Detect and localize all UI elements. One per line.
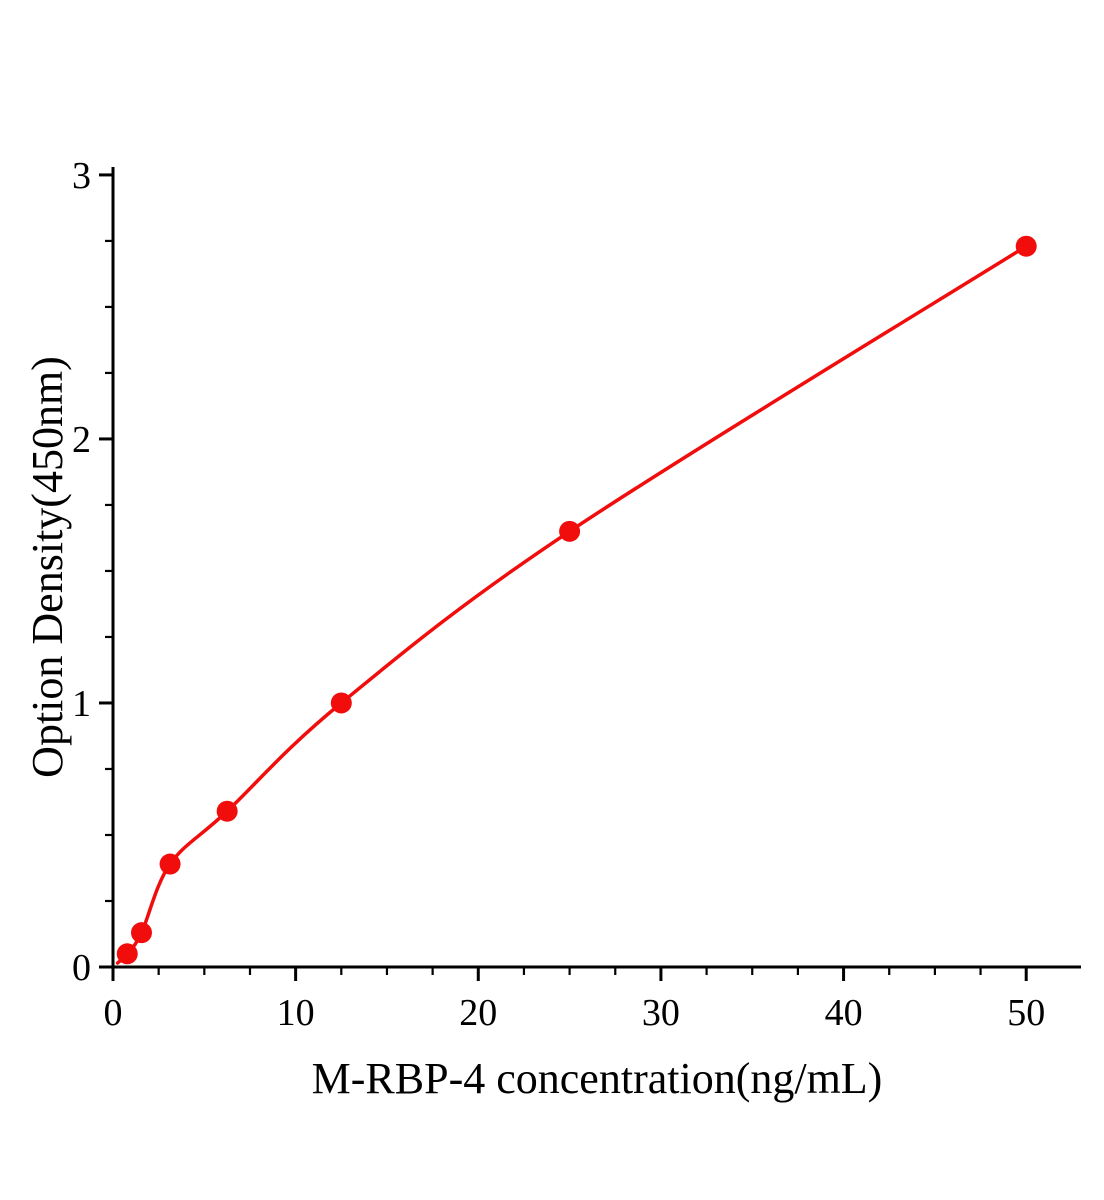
- data-point: [1015, 235, 1037, 257]
- x-tick-label: 50: [1007, 992, 1045, 1034]
- data-point: [130, 922, 152, 944]
- x-tick-label: 30: [642, 992, 680, 1034]
- y-axis-ticks: 0 1 2 3: [72, 155, 113, 989]
- y-axis-title: Option Density(450nm): [23, 356, 72, 778]
- plot-area: 0 10 20 30 40 50 0 1 2 3: [72, 155, 1081, 1034]
- x-axis-ticks: 0 10 20 30 40 50: [104, 967, 1045, 1034]
- fit-curve-path: [115, 244, 1028, 965]
- y-tick-label: 0: [72, 947, 91, 989]
- x-tick-label: 40: [825, 992, 863, 1034]
- data-point: [159, 853, 181, 875]
- axes: [111, 167, 1081, 969]
- y-tick-label: 3: [72, 155, 91, 197]
- data-point: [116, 943, 138, 965]
- x-axis-title: M-RBP-4 concentration(ng/mL): [312, 1054, 883, 1103]
- data-point: [216, 800, 238, 822]
- x-tick-label: 0: [104, 992, 123, 1034]
- y-tick-label: 1: [72, 683, 91, 725]
- data-point: [559, 520, 581, 542]
- x-tick-label: 20: [459, 992, 497, 1034]
- y-tick-label: 2: [72, 419, 91, 461]
- x-tick-label: 10: [277, 992, 315, 1034]
- data-point: [330, 692, 352, 714]
- fit-curve: [115, 244, 1028, 965]
- data-points: [116, 235, 1037, 965]
